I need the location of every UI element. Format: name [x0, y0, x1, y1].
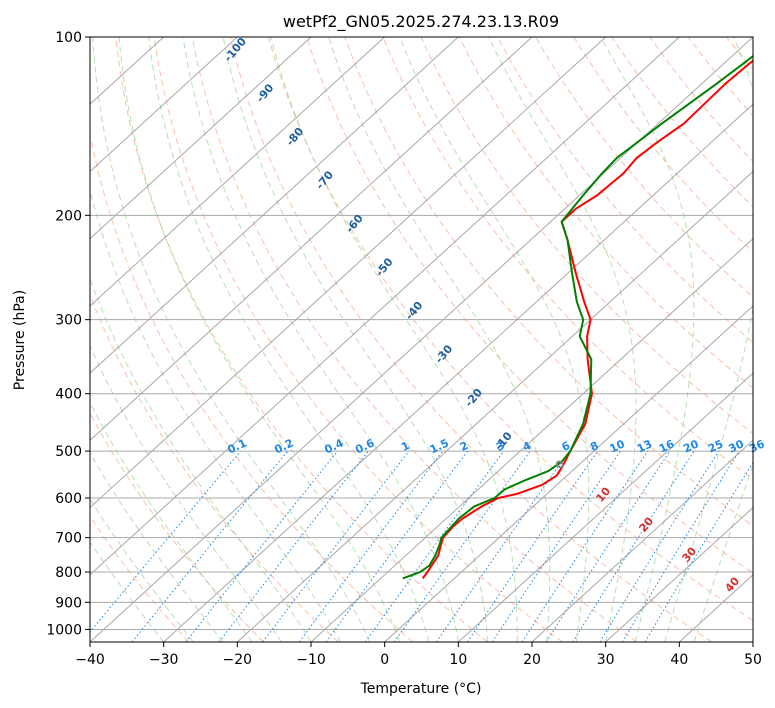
x-tick-label: −40 — [75, 652, 105, 668]
x-tick-label: −20 — [223, 652, 253, 668]
isotherm-line — [90, 37, 312, 240]
isotherm-line — [457, 372, 753, 642]
mixing-ratio-line — [491, 450, 621, 642]
dry-adiabat-line — [115, 37, 488, 642]
dry-adiabat-line — [765, 37, 775, 642]
isotherm-line — [90, 37, 680, 576]
moist-adiabat-line — [90, 451, 224, 642]
moist-adiabat-line — [92, 37, 371, 642]
moist-adiabat-line — [600, 37, 695, 642]
moist-adiabat-line — [399, 37, 590, 642]
y-tick-label: 600 — [55, 491, 82, 507]
dry-adiabat-line — [90, 515, 190, 642]
y-tick-label: 400 — [55, 387, 82, 403]
isotherm-line — [236, 170, 753, 642]
moist-adiabat-line — [182, 37, 459, 642]
dewpoint-line — [402, 54, 753, 580]
isotherm-line — [752, 641, 753, 642]
mixing-ratio-label: 16 — [657, 437, 677, 455]
moist-adiabat-line — [118, 37, 400, 642]
mixing-ratio-line — [262, 450, 410, 642]
mixing-ratio-line — [572, 450, 695, 642]
dry-adiabat-line — [90, 412, 264, 642]
isotherm-line — [90, 37, 607, 509]
isotherm-line — [384, 305, 753, 642]
mixing-ratio-label: 10 — [608, 437, 628, 455]
mixing-ratio-label: 36 — [747, 437, 767, 455]
mixing-ratio-line — [521, 450, 649, 642]
mixing-ratio-line — [467, 450, 599, 642]
mixing-ratio-label: 13 — [635, 437, 654, 455]
temperature-line — [421, 59, 753, 579]
moist-adiabat-line — [90, 401, 253, 642]
moist-adiabat-line — [90, 497, 194, 642]
moist-adiabat-line — [90, 188, 341, 642]
y-tick-label: 900 — [55, 595, 82, 611]
x-tick-label: −30 — [149, 652, 179, 668]
x-tick-label: 10 — [449, 652, 467, 668]
mixing-ratio-line — [621, 450, 740, 642]
profile-layer — [402, 54, 753, 580]
moist-adiabat-line — [693, 462, 753, 642]
mixing-ratio-label: 25 — [706, 437, 725, 455]
y-tick-label: 200 — [55, 208, 82, 224]
moist-adiabat-line — [148, 37, 430, 642]
chart-title: wetPf2_GN05.2025.274.23.13.R09 — [283, 12, 559, 32]
x-tick-label: 30 — [597, 652, 615, 668]
dry-adiabat-line — [153, 37, 563, 642]
y-tick-label: 1000 — [46, 622, 82, 638]
dry-adiabat-line — [90, 131, 414, 642]
axis-layer: −40 −30 −20 −10 0 10 20 30 40 50 100 200 300 400 500 60… — [46, 30, 762, 668]
mixing-ratio-line — [364, 450, 505, 642]
mixing-ratio-line — [325, 450, 468, 642]
plot-frame — [89, 36, 754, 643]
isotherm-line — [163, 103, 753, 642]
moist-adiabat-line — [664, 37, 753, 642]
mixing-ratio-line — [298, 450, 444, 642]
isotherm-line — [310, 237, 753, 642]
isotherm-line — [531, 439, 753, 642]
isotherm-line — [90, 37, 386, 307]
dry-adiabat-line — [268, 37, 753, 622]
x-tick-label: 0 — [380, 652, 389, 668]
isotherm-line — [90, 37, 459, 374]
x-tick-label: 40 — [670, 652, 688, 668]
mixing-ratio-line — [185, 450, 338, 642]
moist-adiabat-line — [90, 541, 165, 642]
dry-adiabat-line — [306, 37, 753, 574]
x-tick-label: 20 — [523, 652, 541, 668]
y-tick-label: 700 — [55, 531, 82, 547]
y-tick-label: 100 — [55, 30, 82, 46]
isotherm-line — [605, 506, 753, 642]
dry-adiabat-line — [496, 37, 753, 344]
mixing-ratio-label: 30 — [727, 437, 747, 455]
moist-adiabat-line — [270, 37, 518, 642]
isotherm-line — [90, 37, 238, 173]
y-tick-label: 800 — [55, 565, 82, 581]
moist-adiabat-line — [222, 37, 489, 642]
mixing-ratio-line — [131, 450, 288, 642]
moist-adiabat-line — [488, 37, 637, 642]
y-tick-label: 300 — [55, 313, 82, 329]
dry-adiabat-line — [535, 37, 753, 298]
isotherm-line — [90, 37, 533, 442]
y-axis-title: Pressure (hPa) — [12, 290, 28, 390]
mixing-ratio-line — [90, 450, 242, 633]
x-tick-label: 50 — [744, 652, 762, 668]
mixing-ratio-line — [436, 450, 570, 642]
x-axis-title: Temperature (°C) — [360, 681, 482, 697]
mixing-ratio-line — [545, 450, 671, 642]
mixing-ratio-label: 20 — [681, 437, 701, 455]
x-tick-label: −10 — [296, 652, 326, 668]
y-tick-label: 500 — [55, 444, 82, 460]
